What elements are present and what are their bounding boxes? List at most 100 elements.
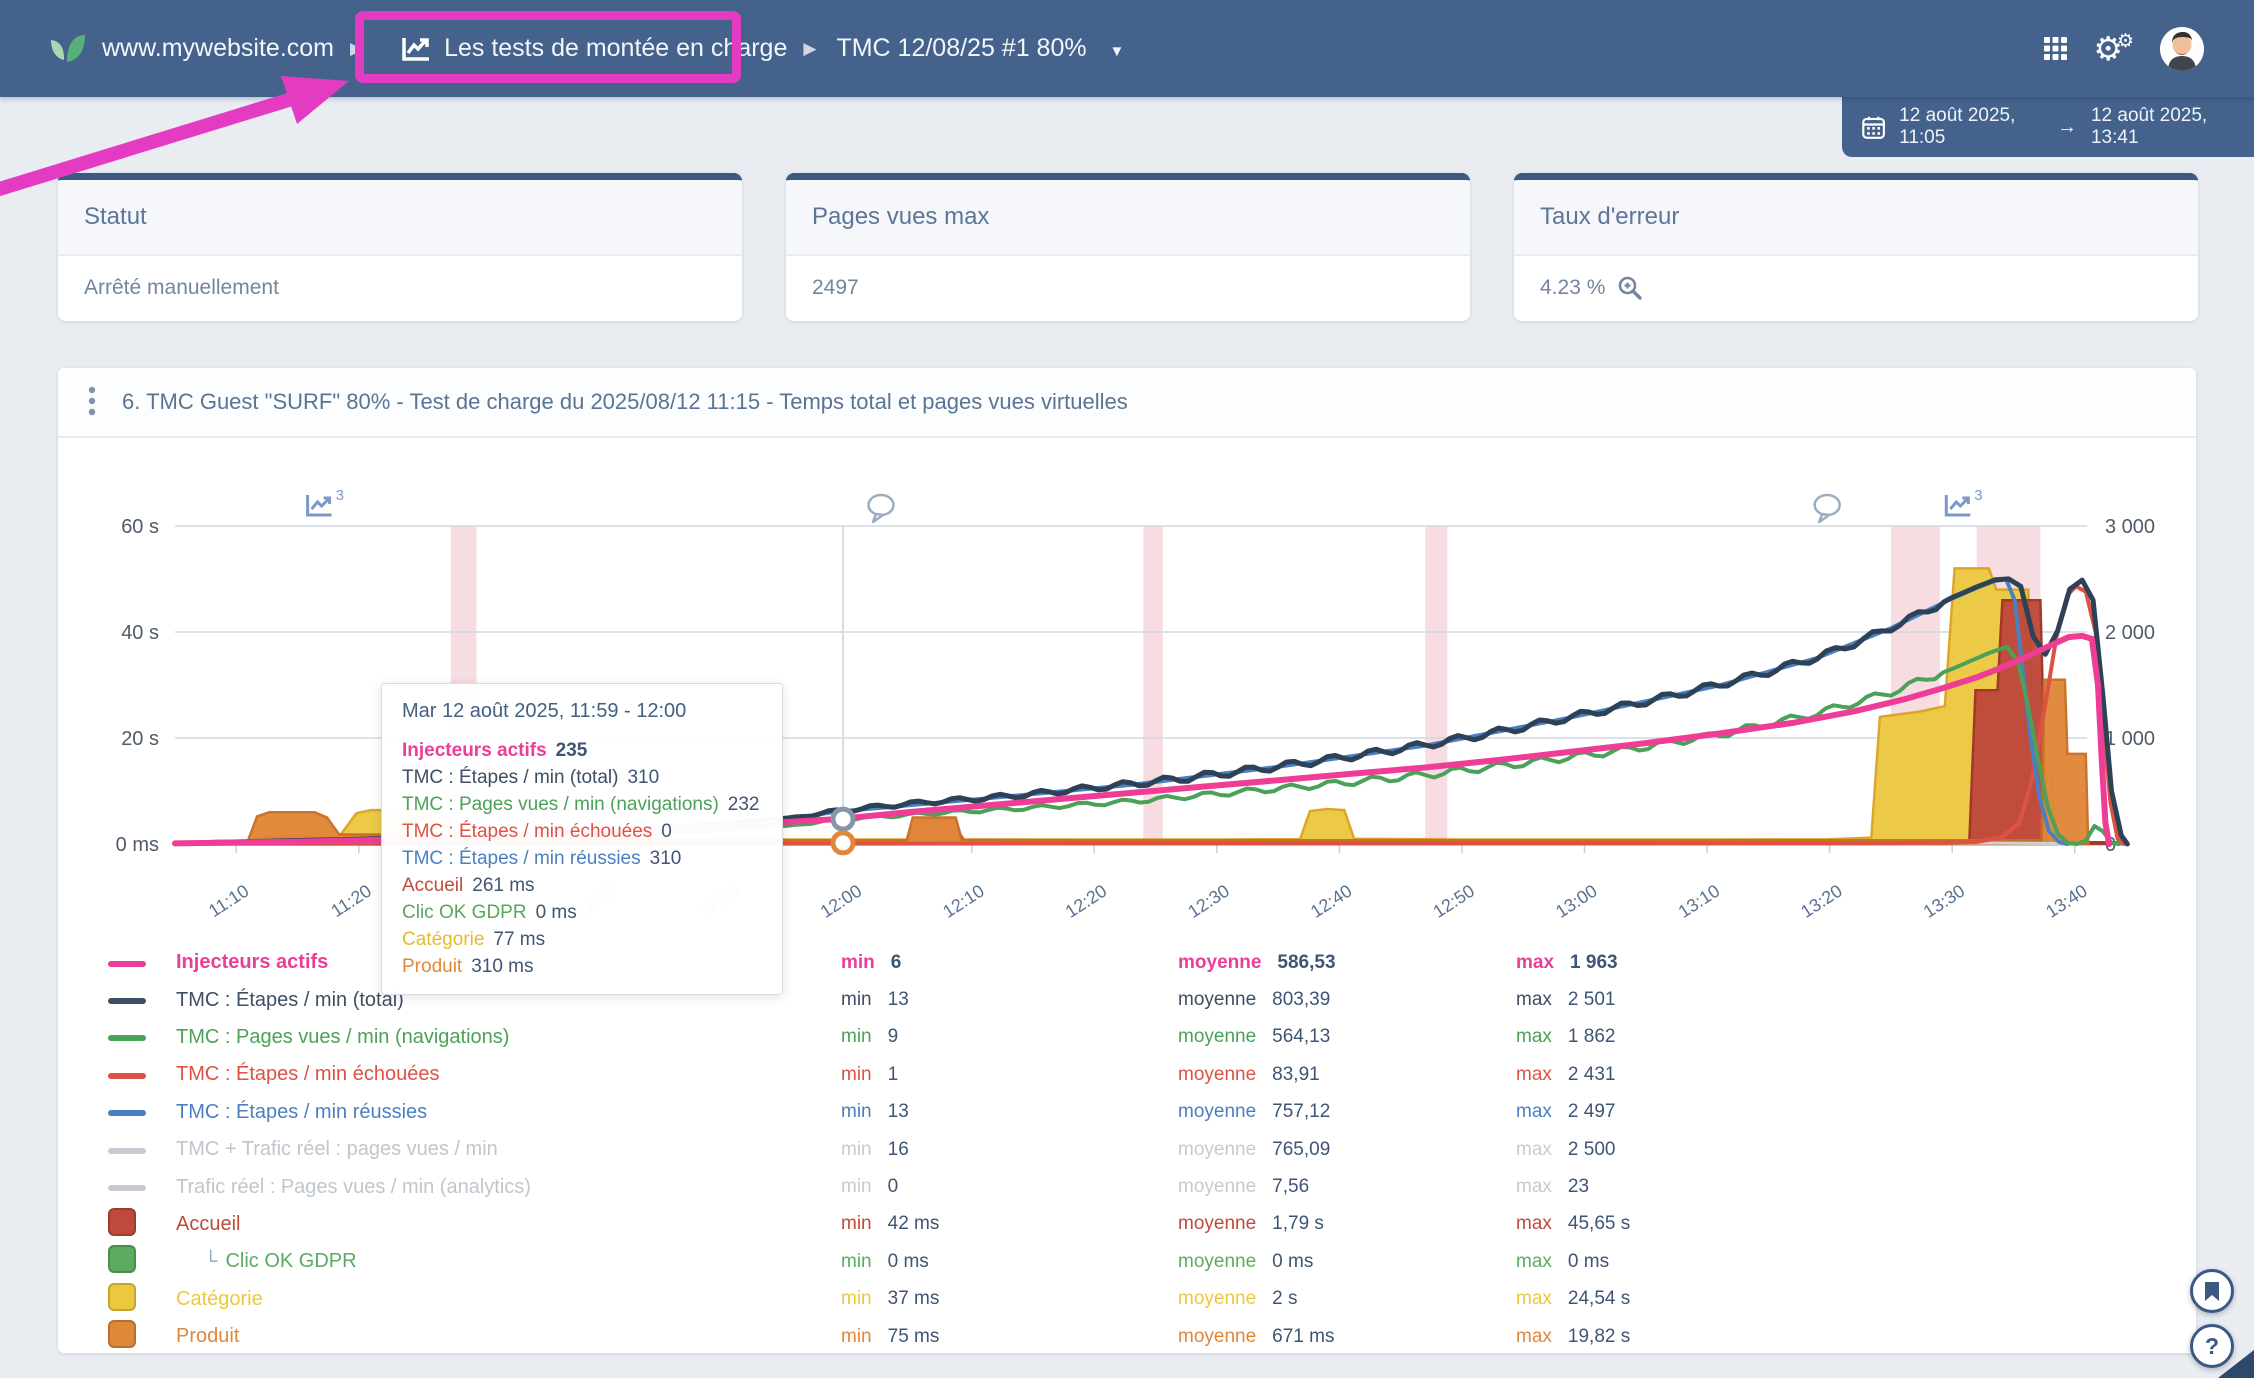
error-rate-value: 4.23 % [1540, 275, 1606, 299]
legend-stat-min: min 9 [841, 1026, 899, 1048]
legend-stat-min: min 6 [841, 951, 902, 973]
bookmark-icon [2205, 1281, 2219, 1301]
legend-row[interactable]: Injecteurs actifs min 6 moyenne 586,53 max 1 9… [58, 944, 2196, 981]
legend-swatch-icon [108, 1185, 146, 1192]
test-run-label: TMC 12/08/25 #1 80% [836, 34, 1087, 62]
legend-stat-min: min 42 ms [841, 1213, 940, 1235]
legend-swatch-icon [108, 1147, 146, 1154]
calendar-icon [1862, 116, 1885, 139]
legend-stat-moyenne: moyenne 1,79 s [1178, 1213, 1324, 1235]
breadcrumb-section-label: Les tests de montée en charge [444, 34, 788, 62]
svg-text:12:10: 12:10 [939, 881, 988, 922]
kebab-menu-icon[interactable] [86, 382, 98, 423]
legend-swatch-icon [108, 1035, 146, 1042]
settings-gears-icon: ⚙ [2093, 30, 2123, 67]
breadcrumb-load-tests[interactable]: Les tests de montée en charge [401, 34, 787, 63]
tooltip-row: Accueil 261 ms [402, 875, 535, 896]
legend-row[interactable]: TMC : Étapes / min (total) min 13 moyenne 80… [58, 981, 2196, 1018]
user-avatar-button[interactable] [2160, 26, 2204, 71]
caret-down-icon: ▼ [1109, 43, 1125, 60]
legend-stat-max: max 23 [1516, 1176, 1590, 1198]
tooltip-title: Mar 12 août 2025, 11:59 - 12:00 [402, 700, 687, 722]
legend-stat-moyenne: moyenne 0 ms [1178, 1250, 1314, 1272]
legend-stat-max: max 2 501 [1516, 989, 1616, 1011]
legend-table: Injecteurs actifs min 6 moyenne 586,53 max 1 9… [58, 944, 2196, 1355]
legend-stat-max: max 1 963 [1516, 951, 1618, 973]
chart-panel-header: 6. TMC Guest "SURF" 80% - Test de charge… [58, 368, 2196, 438]
legend-stat-moyenne: moyenne 671 ms [1178, 1325, 1335, 1347]
legend-label: TMC + Trafic réel : pages vues / min [176, 1138, 498, 1161]
zoom-in-icon[interactable] [1617, 275, 1643, 301]
date-range-picker[interactable]: 12 août 2025, 11:05 → 12 août 2025, 13:4… [1842, 97, 2254, 157]
settings-gears-button[interactable]: ⚙ ⚙ [2093, 32, 2134, 65]
legend-stat-min: min 75 ms [841, 1325, 940, 1347]
legend-stat-max: max 2 497 [1516, 1101, 1616, 1123]
legend-row[interactable]: TMC : Étapes / min réussies min 13 moyenne 7… [58, 1094, 2196, 1131]
legend-row[interactable]: Trafic réel : Pages vues / min (analytic… [58, 1168, 2196, 1205]
legend-stat-moyenne: moyenne 2 s [1178, 1288, 1298, 1310]
pages-views-max-title: Pages vues max [786, 180, 1470, 256]
legend-row[interactable]: Catégorie min 37 ms moyenne 2 s max 24,54 s [58, 1281, 2196, 1318]
tooltip-row: Injecteurs actifs 235 [402, 740, 588, 761]
date-range-start: 12 août 2025, 11:05 [1899, 105, 2016, 148]
apps-grid-button[interactable] [2044, 37, 2068, 60]
bookmark-button[interactable] [2190, 1269, 2234, 1313]
legend-row[interactable]: └ Clic OK GDPR min 0 ms moyenne 0 ms max 0 ms [58, 1243, 2196, 1280]
settings-gear-small-icon: ⚙ [2116, 31, 2134, 52]
status-card-title: Statut [58, 180, 742, 256]
error-rate-card: Taux d'erreur 4.23 % [1514, 173, 2198, 321]
legend-label: TMC : Étapes / min réussies [176, 1100, 428, 1123]
tooltip-row: TMC : Étapes / min réussies 310 [402, 848, 682, 869]
legend-stat-max: max 45,65 s [1516, 1213, 1631, 1235]
svg-text:11:10: 11:10 [205, 881, 253, 922]
legend-stat-min: min 1 [841, 1063, 899, 1085]
logo-leaf-icon [51, 34, 85, 62]
chart-title: 6. TMC Guest "SURF" 80% - Test de charge… [122, 389, 1128, 414]
chart-line-icon [402, 38, 430, 61]
svg-text:20 s: 20 s [121, 728, 159, 750]
legend-row[interactable]: TMC : Pages vues / min (navigations) min 9… [58, 1019, 2196, 1056]
svg-text:12:50: 12:50 [1429, 881, 1478, 922]
multi-chart-icon [1944, 495, 1971, 517]
svg-text:13:10: 13:10 [1675, 881, 1724, 922]
help-label: ? [2204, 1332, 2220, 1359]
arrow-right-icon: → [2056, 115, 2077, 138]
legend-stat-moyenne: moyenne 803,39 [1178, 989, 1331, 1011]
legend-stat-min: min 16 [841, 1138, 909, 1160]
tooltip-row: Catégorie 77 ms [402, 929, 546, 950]
legend-row[interactable]: Accueil min 42 ms moyenne 1,79 s max 45,65 s [58, 1206, 2196, 1243]
svg-text:2 000: 2 000 [2105, 622, 2155, 644]
legend-label: └ Clic OK GDPR [204, 1250, 357, 1273]
legend-stat-max: max 2 431 [1516, 1063, 1616, 1085]
svg-text:60 s: 60 s [121, 516, 159, 538]
legend-row[interactable]: Produit min 75 ms moyenne 671 ms max 19,82 s [58, 1318, 2196, 1355]
comment-icon [867, 493, 895, 524]
legend-label: Trafic réel : Pages vues / min (analytic… [176, 1175, 531, 1198]
svg-text:40 s: 40 s [121, 622, 159, 644]
status-card-value: Arrêté manuellement [84, 275, 279, 299]
legend-stat-min: min 0 ms [841, 1250, 929, 1272]
chart-tooltip: Mar 12 août 2025, 11:59 - 12:00 Injecteu… [381, 683, 783, 995]
legend-row[interactable]: TMC + Trafic réel : pages vues / min min 1… [58, 1131, 2196, 1168]
svg-text:0 ms: 0 ms [116, 834, 159, 856]
legend-label: Produit [176, 1325, 240, 1348]
legend-swatch-icon [108, 1282, 136, 1311]
tooltip-row: TMC : Étapes / min (total) 310 [402, 767, 660, 788]
tooltip-row: Produit 310 ms [402, 956, 534, 977]
multi-chart-icon [306, 495, 332, 517]
test-run-selector[interactable]: TMC 12/08/25 #1 80% ▼ [836, 34, 1124, 63]
date-range-end: 12 août 2025, 13:41 [2090, 105, 2208, 148]
breadcrumb-site[interactable]: www.mywebsite.com [102, 34, 334, 62]
pages-views-max-card: Pages vues max 2497 [786, 173, 1470, 321]
svg-text:3 000: 3 000 [2105, 516, 2155, 538]
legend-stat-max: max 2 500 [1516, 1138, 1616, 1160]
svg-text:1 000: 1 000 [2105, 728, 2155, 750]
legend-row[interactable]: TMC : Étapes / min échouées min 1 moyenne 83… [58, 1056, 2196, 1093]
legend-stat-max: max 19,82 s [1516, 1325, 1631, 1347]
legend-stat-min: min 13 [841, 989, 909, 1011]
chat-widget-corner[interactable] [2218, 1350, 2254, 1378]
legend-label: Catégorie [176, 1287, 263, 1310]
chart-panel: 6. TMC Guest "SURF" 80% - Test de charge… [58, 368, 2196, 1353]
svg-text:13:00: 13:00 [1552, 881, 1601, 922]
